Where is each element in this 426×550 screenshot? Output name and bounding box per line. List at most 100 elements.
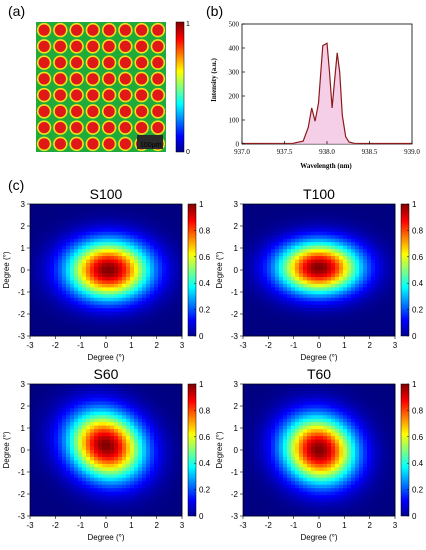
heatmap-cell — [339, 290, 344, 295]
heatmap-cell — [106, 322, 111, 326]
heatmap-y-tick-label: -3 — [18, 332, 26, 341]
heatmap-cell — [94, 256, 99, 260]
heatmap-cell — [323, 214, 328, 219]
heatmap-cell — [134, 204, 139, 208]
heatmap-cell — [54, 332, 59, 337]
heatmap-cell — [46, 329, 51, 333]
heatmap-cell — [150, 450, 155, 454]
heatmap-cell — [303, 214, 308, 219]
heatmap-cell — [170, 505, 175, 510]
heatmap-cell — [351, 245, 356, 250]
heatmap-cell — [367, 404, 372, 409]
heatmap-cell — [70, 207, 75, 212]
heatmap-cell — [158, 318, 163, 323]
heatmap-cell — [34, 283, 39, 288]
heatmap-cell — [102, 304, 107, 309]
heatmap-cell — [146, 512, 151, 517]
heatmap-cell — [243, 390, 248, 395]
heatmap-cell — [271, 231, 276, 236]
heatmap-cell — [62, 266, 67, 271]
heatmap-cell — [102, 498, 107, 503]
heatmap-cell — [247, 415, 252, 420]
heatmap-cell — [126, 491, 131, 496]
heatmap-cell — [162, 287, 167, 292]
heatmap-cell — [78, 425, 83, 430]
heatmap-cell — [166, 484, 171, 489]
heatmap-cell — [375, 224, 380, 229]
heatmap-cell — [327, 287, 332, 292]
heatmap-cell — [154, 484, 159, 489]
heatmap-cell — [279, 273, 284, 278]
heatmap-cell — [86, 238, 91, 243]
heatmap-cell — [62, 505, 67, 510]
heatmap-cell — [174, 495, 179, 500]
heatmap-cell — [359, 283, 364, 288]
array-dot — [136, 24, 148, 36]
heatmap-cell — [283, 308, 288, 313]
heatmap-cell — [391, 397, 396, 402]
heatmap-cell — [178, 474, 183, 479]
heatmap-cell — [34, 460, 39, 465]
heatmap-cell — [70, 463, 75, 468]
heatmap-cell — [98, 477, 103, 482]
heatmap-cell — [283, 411, 288, 416]
heatmap-cell — [38, 252, 43, 257]
heatmap-cell — [58, 294, 63, 299]
heatmap-cell — [174, 481, 179, 486]
heatmap-cell — [379, 256, 384, 260]
heatmap-cell — [283, 228, 288, 233]
heatmap-cell — [162, 404, 167, 409]
heatmap-cell — [126, 217, 131, 222]
heatmap-cell — [359, 224, 364, 229]
heatmap-cell — [367, 263, 372, 267]
heatmap-cell — [271, 384, 276, 388]
heatmap-cell — [114, 436, 119, 440]
heatmap-cell — [106, 509, 111, 513]
heatmap-cell — [323, 297, 328, 302]
heatmap-cell — [42, 273, 47, 278]
heatmap-cell — [54, 214, 59, 219]
heatmap-cell — [94, 470, 99, 475]
heatmap-cell — [66, 474, 71, 479]
heatmap-cell — [315, 287, 320, 292]
heatmap-cell — [359, 318, 364, 323]
heatmap-cell — [371, 390, 376, 395]
heatmap-cell — [363, 210, 368, 215]
spectrum-y-tick-label: 200 — [229, 93, 240, 101]
heatmap-cell — [283, 217, 288, 222]
heatmap-cell — [283, 301, 288, 306]
heatmap-cell — [74, 495, 79, 500]
heatmap-cell — [259, 270, 264, 274]
heatmap-cell — [54, 422, 59, 427]
heatmap-cell — [255, 387, 260, 392]
heatmap-cell — [174, 315, 179, 320]
heatmap-cell — [30, 308, 35, 313]
heatmap-cell — [134, 325, 139, 330]
heatmap-cell — [158, 491, 163, 496]
heatmap-cell — [90, 252, 95, 257]
heatmap-cell — [351, 397, 356, 402]
heatmap-cell — [138, 297, 143, 302]
heatmap-cell — [70, 384, 75, 388]
heatmap-cell — [170, 484, 175, 489]
heatmap-cell — [150, 481, 155, 486]
heatmap-cell — [94, 304, 99, 309]
heatmap-cell — [331, 294, 336, 299]
heatmap-cell — [146, 394, 151, 399]
heatmap-cell — [343, 252, 348, 257]
heatmap-cell — [90, 390, 95, 395]
heatmap-cell — [138, 432, 143, 437]
heatmap-cell — [259, 259, 264, 264]
heatmap-cell — [154, 502, 159, 506]
heatmap-cell — [110, 397, 115, 402]
heatmap-cell — [94, 387, 99, 392]
heatmap-cell — [291, 252, 296, 257]
heatmap-cell — [98, 217, 103, 222]
heatmap-cell — [154, 287, 159, 292]
heatmap-cell — [363, 290, 368, 295]
heatmap-cell — [379, 332, 384, 337]
heatmap-cell — [142, 505, 147, 510]
heatmap-cell — [50, 294, 55, 299]
heatmap-cell — [303, 204, 308, 208]
array-dot — [103, 40, 115, 52]
